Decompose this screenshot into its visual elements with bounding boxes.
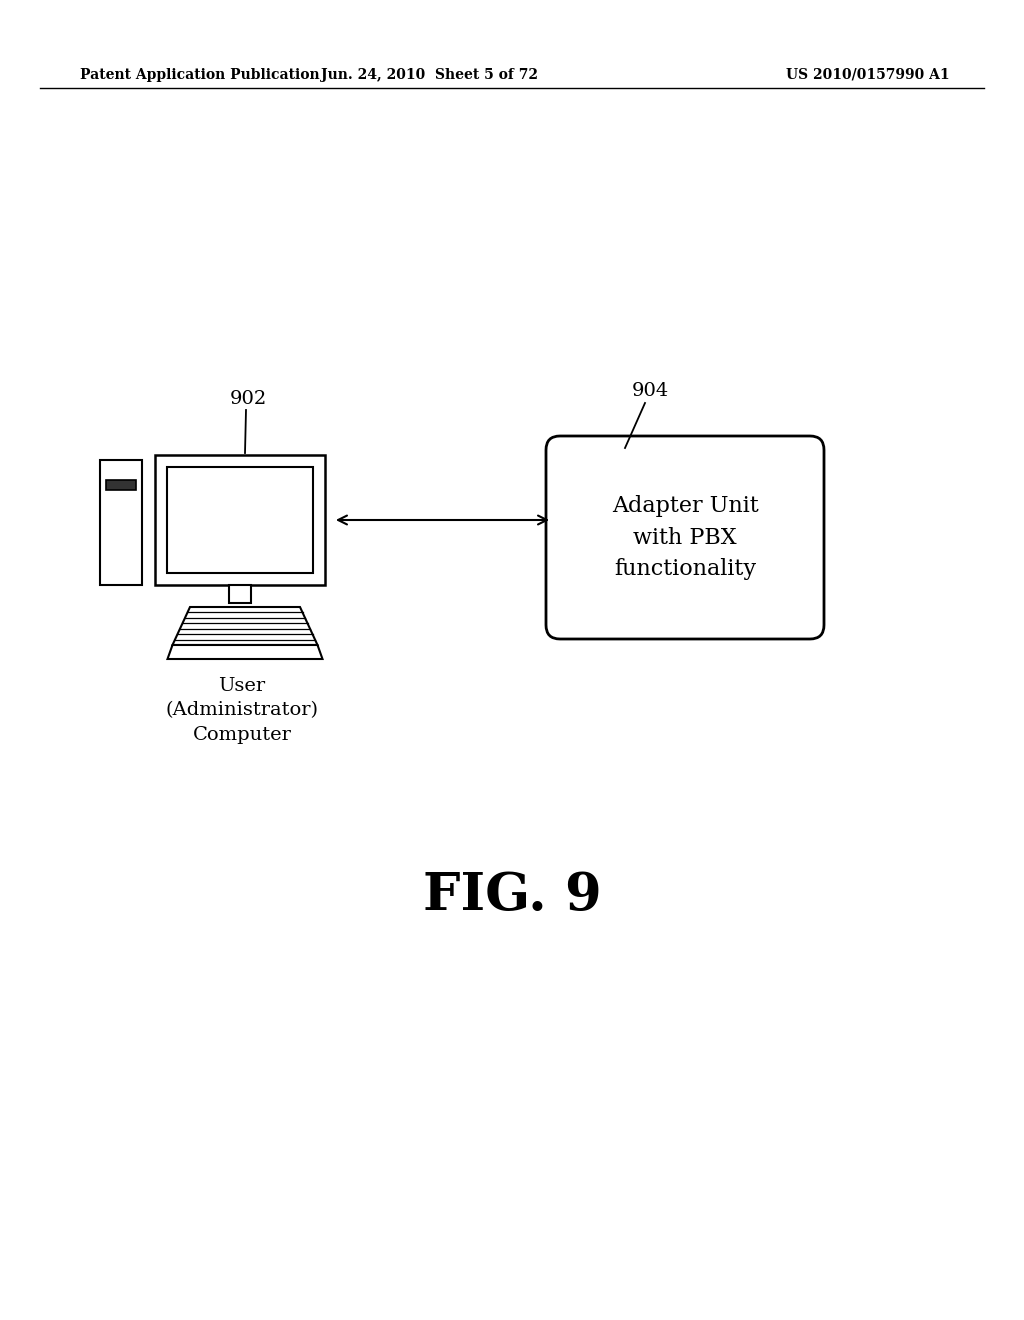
Text: US 2010/0157990 A1: US 2010/0157990 A1 [786, 69, 950, 82]
Text: Patent Application Publication: Patent Application Publication [80, 69, 319, 82]
Bar [167, 467, 313, 573]
Bar [155, 455, 325, 585]
Text: Jun. 24, 2010  Sheet 5 of 72: Jun. 24, 2010 Sheet 5 of 72 [322, 69, 539, 82]
Text: User
(Administrator)
Computer: User (Administrator) Computer [166, 677, 318, 743]
Text: 904: 904 [632, 381, 669, 400]
FancyBboxPatch shape [546, 436, 824, 639]
Polygon shape [172, 607, 317, 645]
Bar [100, 459, 142, 585]
Polygon shape [168, 645, 323, 659]
Bar [106, 480, 136, 490]
Text: Adapter Unit
with PBX
functionality: Adapter Unit with PBX functionality [611, 495, 759, 579]
Text: 902: 902 [229, 389, 266, 408]
Bar [229, 585, 251, 603]
Text: FIG. 9: FIG. 9 [423, 870, 601, 921]
